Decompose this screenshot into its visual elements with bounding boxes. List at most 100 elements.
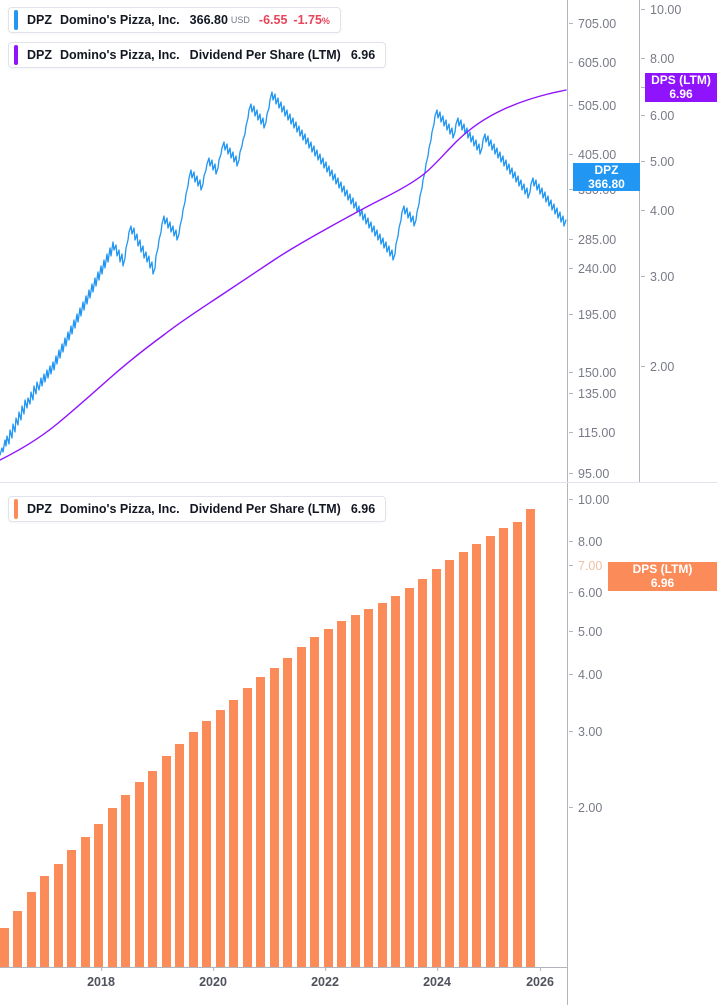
dps-bar [459,552,468,967]
price-tick: 605.00 [567,56,616,70]
price-tick: 95.00 [567,467,609,481]
legend-dps-overlay[interactable]: DPZ Domino's Pizza, Inc. Dividend Per Sh… [8,42,387,68]
dps-panel-tick: 6.00 [567,586,602,600]
dps-overlay-badge-label: DPS (LTM) [651,73,711,87]
legend-dps-panel-name: Domino's Pizza, Inc. [60,502,180,516]
legend-dps-overlay-series: Dividend Per Share (LTM) [189,48,341,62]
dps-overlay-tick: 10.00 [639,3,681,17]
price-plot-area[interactable] [0,0,567,482]
dps-panel-tick: 10.00 [567,493,609,507]
time-tick: 2024 [423,967,451,989]
dps-bar [175,744,184,967]
price-badge[interactable]: DPZ 366.80 [573,163,640,191]
dps-bar [418,579,427,967]
price-axis[interactable]: 705.00 605.00 505.00 405.00 330.00 285.0… [567,0,639,482]
legend-dps-panel-value: 6.96 [350,502,376,516]
dps-bar [378,603,387,967]
dps-overlay-tick: 3.00 [639,270,674,284]
dps-bar [189,732,198,967]
dps-bar [162,756,171,967]
dps-panel-badge[interactable]: DPS (LTM) 6.96 [608,562,717,591]
dps-overlay-badge-value: 6.96 [669,86,693,101]
dps-bar [216,710,225,967]
dps-panel-tick: 5.00 [567,625,602,639]
legend-dps-panel-series: Dividend Per Share (LTM) [189,502,341,516]
time-tick: 2020 [199,967,227,989]
price-tick: 135.00 [567,387,616,401]
dps-bar [202,721,211,967]
dps-bar [54,864,63,967]
price-axis-line [567,0,568,482]
time-tick: 2018 [87,967,115,989]
dps-bar [148,771,157,967]
price-line [0,91,567,456]
dps-bar [472,544,481,967]
dps-panel-badge-value: 6.96 [650,575,675,590]
dps-panel-tick: 3.00 [567,725,602,739]
time-tick: 2022 [311,967,339,989]
dps-bar [108,808,117,967]
dps-bar [0,928,9,967]
price-tick: 240.00 [567,262,616,276]
legend-dps-overlay-ticker: DPZ [27,48,52,62]
dps-bar [391,596,400,967]
price-tick: 115.00 [567,426,615,440]
dps-bar [256,677,265,967]
dps-bar [499,528,508,967]
legend-dps-panel-color-swatch [14,499,18,519]
price-tick: 405.00 [567,148,616,162]
dps-bar [310,637,319,967]
legend-dps-panel-ticker: DPZ [27,502,52,516]
price-tick: 505.00 [567,99,616,113]
dps-bar [432,569,441,967]
dps-overlay-line [0,89,567,461]
dps-bar [351,615,360,967]
legend-price-name: Domino's Pizza, Inc. [60,13,180,27]
dps-overlay-tick: 6.00 [639,109,674,123]
dps-bar [270,668,279,967]
dps-overlay-badge[interactable]: DPS (LTM) 6.96 [645,73,717,102]
legend-price[interactable]: DPZ Domino's Pizza, Inc. 366.80 USD -6.5… [8,7,341,33]
dps-bars-svg [0,509,535,967]
price-panel: 705.00 605.00 505.00 405.00 330.00 285.0… [0,0,717,482]
dps-bar [81,837,90,967]
dps-bar [513,522,522,967]
price-badge-value: 366.80 [588,176,625,191]
price-series-svg [0,89,567,461]
dps-bar [297,647,306,967]
dps-bar [526,509,535,967]
dps-plot-area[interactable] [0,483,567,967]
legend-dps-overlay-color-swatch [14,45,18,65]
legend-price-change: -6.55 [258,13,288,27]
dps-bar [243,688,252,967]
dps-panel-axis[interactable]: 10.00 8.00 7.00 6.00 5.00 4.00 3.00 2.00 [567,483,717,1005]
dps-bar [324,629,333,967]
dps-bar [27,892,36,967]
legend-price-currency: USD [230,15,250,25]
price-tick: 285.00 [567,233,616,247]
legend-dps-overlay-name: Domino's Pizza, Inc. [60,48,180,62]
dps-bar [486,536,495,967]
dps-bar [13,911,22,967]
price-tick: 195.00 [567,308,616,322]
dps-panel-badge-label: DPS (LTM) [632,562,693,576]
price-tick: 705.00 [567,17,616,31]
dps-overlay-axis[interactable]: 10.00 8.00 7.00 6.00 5.00 4.00 3.00 2.00 [639,0,717,482]
time-axis-line [0,967,567,968]
dps-panel-tick: 2.00 [567,801,602,815]
dps-overlay-tick: 5.00 [639,155,674,169]
dps-overlay-axis-line [639,0,640,482]
dps-bar [229,700,238,967]
legend-price-change-percent: -1.75% [293,13,330,27]
dps-bar [405,588,414,967]
time-tick: 2026 [526,967,554,989]
price-tick: 150.00 [567,366,616,380]
legend-price-ticker: DPZ [27,13,52,27]
legend-dps-panel[interactable]: DPZ Domino's Pizza, Inc. Dividend Per Sh… [8,496,387,522]
legend-dps-overlay-value: 6.96 [350,48,376,62]
dps-bar [40,876,49,967]
time-axis[interactable]: 2018 2020 2022 2024 2026 [0,967,717,1005]
legend-price-color-swatch [14,10,18,30]
dps-bar [67,850,76,967]
dps-bar [121,795,130,967]
